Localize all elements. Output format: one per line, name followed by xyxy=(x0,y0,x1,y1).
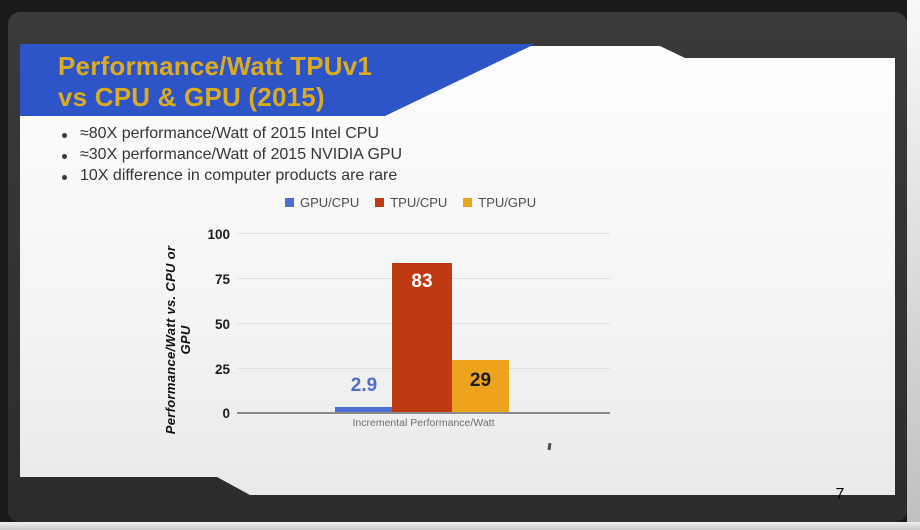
bullet-item: ≈80X performance/Watt of 2015 Intel CPU xyxy=(58,125,578,146)
bullet-text: ≈80X performance/Watt of 2015 Intel CPU xyxy=(80,125,379,142)
y-tick-label: 50 xyxy=(214,317,230,332)
gridline xyxy=(237,233,610,234)
x-axis-label: Incremental Performance/Watt xyxy=(352,417,495,429)
legend-swatch-icon xyxy=(375,197,385,207)
legend-label: TPU/GPU xyxy=(478,194,537,210)
legend-swatch-icon xyxy=(463,197,473,207)
y-tick-label: 0 xyxy=(222,406,230,421)
slide-canvas xyxy=(20,46,895,495)
bullet-list: ≈80X performance/Watt of 2015 Intel CPU … xyxy=(58,125,578,188)
legend-label: TPU/CPU xyxy=(390,194,448,210)
bullet-item: 10X difference in computer products are … xyxy=(58,167,578,188)
chart-legend: GPU/CPU TPU/CPU TPU/GPU xyxy=(285,194,536,210)
page-number: 7 xyxy=(835,486,845,503)
bullet-dot-icon xyxy=(62,175,67,180)
legend-item-tpu-cpu: TPU/CPU xyxy=(375,195,447,210)
page-background-right xyxy=(907,0,920,530)
legend-item-gpu-cpu: GPU/CPU xyxy=(285,195,359,210)
y-axis-title: Performance/Watt vs. CPU or GPU xyxy=(163,245,193,435)
plot-area: 2.9 83 29 xyxy=(237,233,610,414)
slide-title-line1: Performance/Watt TPUv1 xyxy=(58,51,373,81)
x-axis-line xyxy=(237,412,610,414)
y-tick-label: 100 xyxy=(207,227,230,242)
bar-tpu-gpu xyxy=(452,360,509,412)
letterbox-bottom xyxy=(0,522,920,530)
y-tick-label: 25 xyxy=(214,362,230,377)
legend-item-tpu-gpu: TPU/GPU xyxy=(463,195,536,210)
bar-value-label: 83 xyxy=(411,271,433,292)
bullet-dot-icon xyxy=(62,133,67,138)
bar-tpu-cpu xyxy=(392,263,452,412)
bullet-text: 10X difference in computer products are … xyxy=(80,167,398,184)
y-tick-label: 75 xyxy=(214,272,230,287)
bullet-dot-icon xyxy=(62,154,67,159)
bar-value-label: 2.9 xyxy=(350,375,378,396)
bar-value-label: 29 xyxy=(469,370,492,391)
bullet-item: ≈30X performance/Watt of 2015 NVIDIA GPU xyxy=(58,146,578,167)
legend-swatch-icon xyxy=(285,197,294,207)
legend-label: GPU/CPU xyxy=(300,194,360,210)
slide-title-line2: vs CPU & GPU (2015) xyxy=(58,82,325,112)
bullet-text: ≈30X performance/Watt of 2015 NVIDIA GPU xyxy=(80,146,403,163)
bar-gpu-cpu xyxy=(335,407,392,412)
